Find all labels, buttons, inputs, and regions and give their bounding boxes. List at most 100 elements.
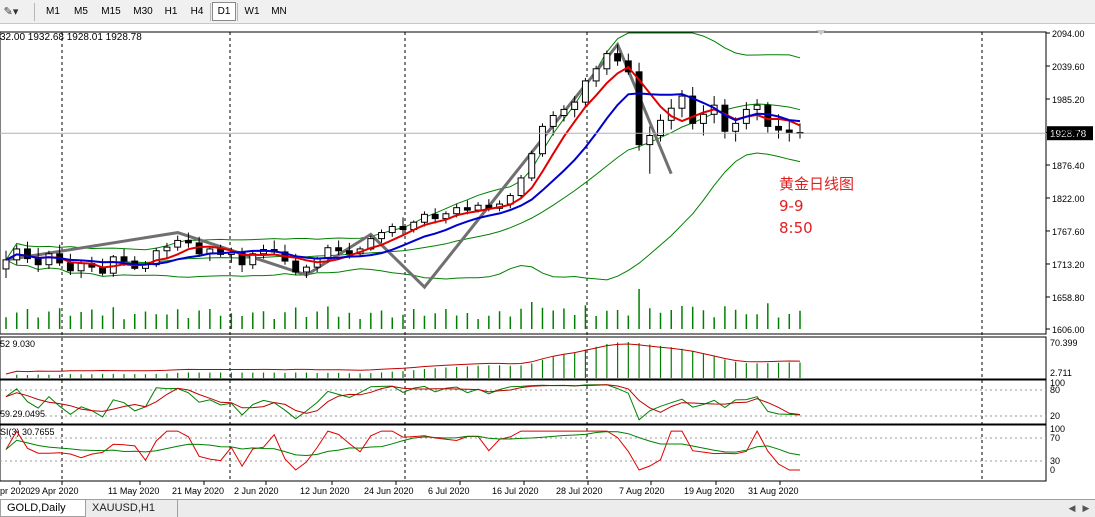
candle-body — [174, 239, 182, 248]
timeframe-h4-button[interactable]: H4 — [190, 6, 204, 17]
indicator1-tick-label: 70.399 — [1050, 338, 1078, 348]
price-tick-label: 1606.00 — [1052, 325, 1085, 335]
indicator2-signal-line — [5, 384, 801, 415]
indicator2-tick-label: 80 — [1050, 385, 1060, 395]
current-price-label: 1928.78 — [1050, 129, 1087, 140]
candle-body — [24, 248, 31, 260]
ohlc-label: 32.00 1932.68 1928.01 1928.78 — [0, 32, 142, 43]
candle-body — [592, 68, 600, 82]
bollinger-lower-line — [5, 152, 801, 281]
indicator2-tick-label: 100 — [1050, 378, 1065, 388]
toolbar-separator — [210, 3, 211, 21]
candle-body — [646, 135, 654, 146]
indicator2-tick-label: 20 — [1050, 411, 1060, 421]
price-tick-label: 1876.40 — [1052, 161, 1085, 171]
candle-body — [785, 129, 793, 133]
candle-body — [571, 101, 579, 110]
price-tick-label: 1658.80 — [1052, 293, 1085, 303]
annotation-line-3: 8:50 — [779, 219, 813, 237]
candle-body — [474, 204, 482, 211]
candle-body — [34, 258, 42, 266]
candle-body — [764, 104, 772, 127]
price-tick-label: 1985.20 — [1052, 95, 1085, 105]
candle-body — [603, 53, 611, 70]
timeframe-h1-button[interactable]: H1 — [164, 6, 178, 17]
timeframe-m15-button[interactable]: M15 — [101, 6, 121, 17]
timeframe-d1-button[interactable]: D1 — [212, 2, 236, 21]
indicator3-signal-line — [5, 431, 801, 457]
indicator3-rsi-line — [5, 430, 800, 471]
candle-body — [77, 262, 85, 272]
timeframe-w1-button[interactable]: W1 — [244, 6, 260, 17]
candle-body — [614, 53, 622, 62]
indicator-pane-frame-3 — [0, 424, 1047, 482]
scroll-left-icon[interactable]: ◀ — [1068, 503, 1076, 513]
shift-marker-icon — [816, 30, 826, 35]
candle-body — [678, 95, 686, 109]
current-price-tag — [1047, 126, 1093, 141]
indicator1-tick-label: 2.711 — [1050, 368, 1072, 378]
price-tick-label: 1930.00 — [1052, 128, 1085, 138]
candle-body — [689, 95, 697, 124]
timeframe-mn-button[interactable]: MN — [271, 6, 287, 17]
zigzag-line — [5, 41, 673, 290]
candle-body — [528, 153, 536, 179]
date-tick-label: 6 Jul 2020 — [428, 486, 470, 496]
annotation-line-2: 9-9 — [779, 197, 804, 215]
indicator-pane-frame-2 — [0, 379, 1047, 425]
indicator1-label: 52 9.030 — [0, 339, 35, 349]
price-tick-label: 1713.20 — [1052, 260, 1085, 270]
main-pane-frame — [0, 31, 1047, 335]
candle-body — [335, 247, 343, 252]
date-tick-label: 16 Jul 2020 — [492, 486, 539, 496]
candle-body — [345, 250, 353, 255]
date-tick-label: pr 2020 — [0, 486, 31, 496]
timeframe-m30-button[interactable]: M30 — [133, 6, 153, 17]
candle-body — [581, 80, 589, 103]
candle-body — [442, 213, 450, 220]
date-tick-label: 24 Jun 2020 — [364, 486, 414, 496]
candle-body — [463, 207, 471, 211]
price-tick-label: 2094.00 — [1052, 29, 1085, 39]
candle-body — [775, 125, 782, 131]
timeframe-m5-button[interactable]: M5 — [74, 6, 88, 17]
date-tick-label: 19 Aug 2020 — [684, 486, 735, 496]
date-tick-label: 21 May 2020 — [172, 486, 224, 496]
date-tick-label: 12 Jun 2020 — [300, 486, 350, 496]
indicator3-label: SI(3) 30.7655 — [0, 427, 55, 437]
candle-body — [378, 232, 385, 240]
candle-body — [388, 225, 396, 234]
candle-body — [560, 108, 568, 116]
candle-body — [732, 122, 740, 132]
scroll-right-icon[interactable]: ▶ — [1082, 503, 1090, 513]
candle-body — [292, 260, 300, 273]
indicator3-tick-label: 70 — [1050, 433, 1060, 443]
price-chart[interactable]: 1928.78 2094.00 2039.60 1985.20 1930.00 1876.… — [0, 24, 1095, 499]
candle-body — [163, 246, 171, 252]
indicator1-line — [5, 343, 801, 375]
timeframe-toolbar: ✎▾ M1 M5 M15 M30 H1 H4 D1 W1 MN — [0, 0, 1095, 24]
timeframe-m1-button[interactable]: M1 — [46, 6, 60, 17]
candle-body — [657, 119, 664, 137]
price-tick-label: 2039.60 — [1052, 62, 1085, 72]
ma-slow-line — [5, 92, 801, 266]
candle-body — [549, 114, 557, 127]
tab-xauusd-h1[interactable]: XAUUSD,H1 — [86, 500, 178, 517]
date-tick-label: 29 Apr 2020 — [30, 486, 79, 496]
line-studies-icon[interactable]: ✎▾ — [3, 6, 19, 18]
candle-body — [120, 256, 128, 262]
price-tick-label: 1767.60 — [1052, 227, 1085, 237]
candle-body — [721, 104, 729, 132]
candle-body — [2, 259, 10, 270]
bollinger-middle-line — [5, 103, 801, 264]
price-tick-label: 1822.00 — [1052, 194, 1085, 204]
chart-tab-bar: GOLD,Daily XAUUSD,H1 ◀ ▶ — [0, 499, 1095, 517]
indicator-pane-frame-1 — [0, 336, 1047, 380]
toolbar-separator — [34, 3, 35, 21]
candle-body — [517, 177, 525, 197]
tab-gold-daily[interactable]: GOLD,Daily — [0, 500, 86, 517]
date-tick-label: 28 Jul 2020 — [556, 486, 603, 496]
date-tick-label: 7 Aug 2020 — [619, 486, 665, 496]
indicator3-tick-label: 100 — [1050, 424, 1065, 434]
indicator2-main-line — [5, 384, 801, 421]
